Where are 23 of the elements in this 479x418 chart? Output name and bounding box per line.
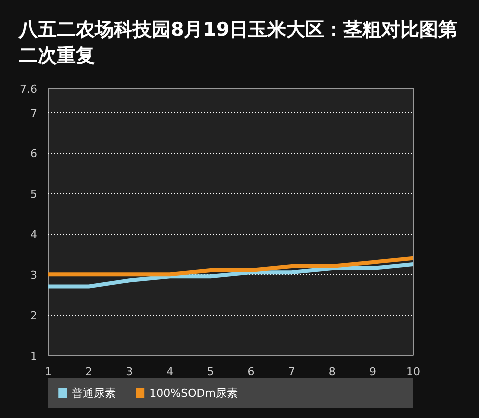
x-tick-label: 9 (369, 366, 376, 378)
legend-label: 100%SODm尿素 (150, 387, 238, 400)
x-tick-label: 4 (166, 366, 174, 378)
x-tick-label: 10 (406, 366, 420, 378)
line-series (48, 256, 414, 277)
y-tick-label: 3 (30, 269, 38, 282)
y-tick-label: 7 (30, 107, 38, 120)
chart-title: 八五二农场科技园8月19日玉米大区：茎粗对比图第二次重复 (19, 18, 459, 69)
y-tick-label: 7.6 (20, 83, 38, 96)
x-tick-label: 8 (328, 366, 336, 378)
line-series (48, 262, 414, 289)
legend-label: 普通尿素 (72, 387, 116, 400)
y-tick-label: 1 (30, 350, 38, 363)
y-tick-label: 2 (30, 310, 38, 323)
x-tick-label: 5 (207, 366, 214, 378)
y-tick-label: 6 (30, 148, 38, 161)
x-tick-label: 2 (86, 366, 93, 378)
y-tick-label: 5 (30, 188, 38, 202)
x-tick-label: 6 (248, 366, 255, 378)
x-tick-label: 1 (45, 366, 52, 378)
x-tick-label: 3 (126, 366, 134, 378)
y-tick-label: 4 (30, 228, 38, 242)
x-tick-label: 7 (288, 366, 296, 378)
